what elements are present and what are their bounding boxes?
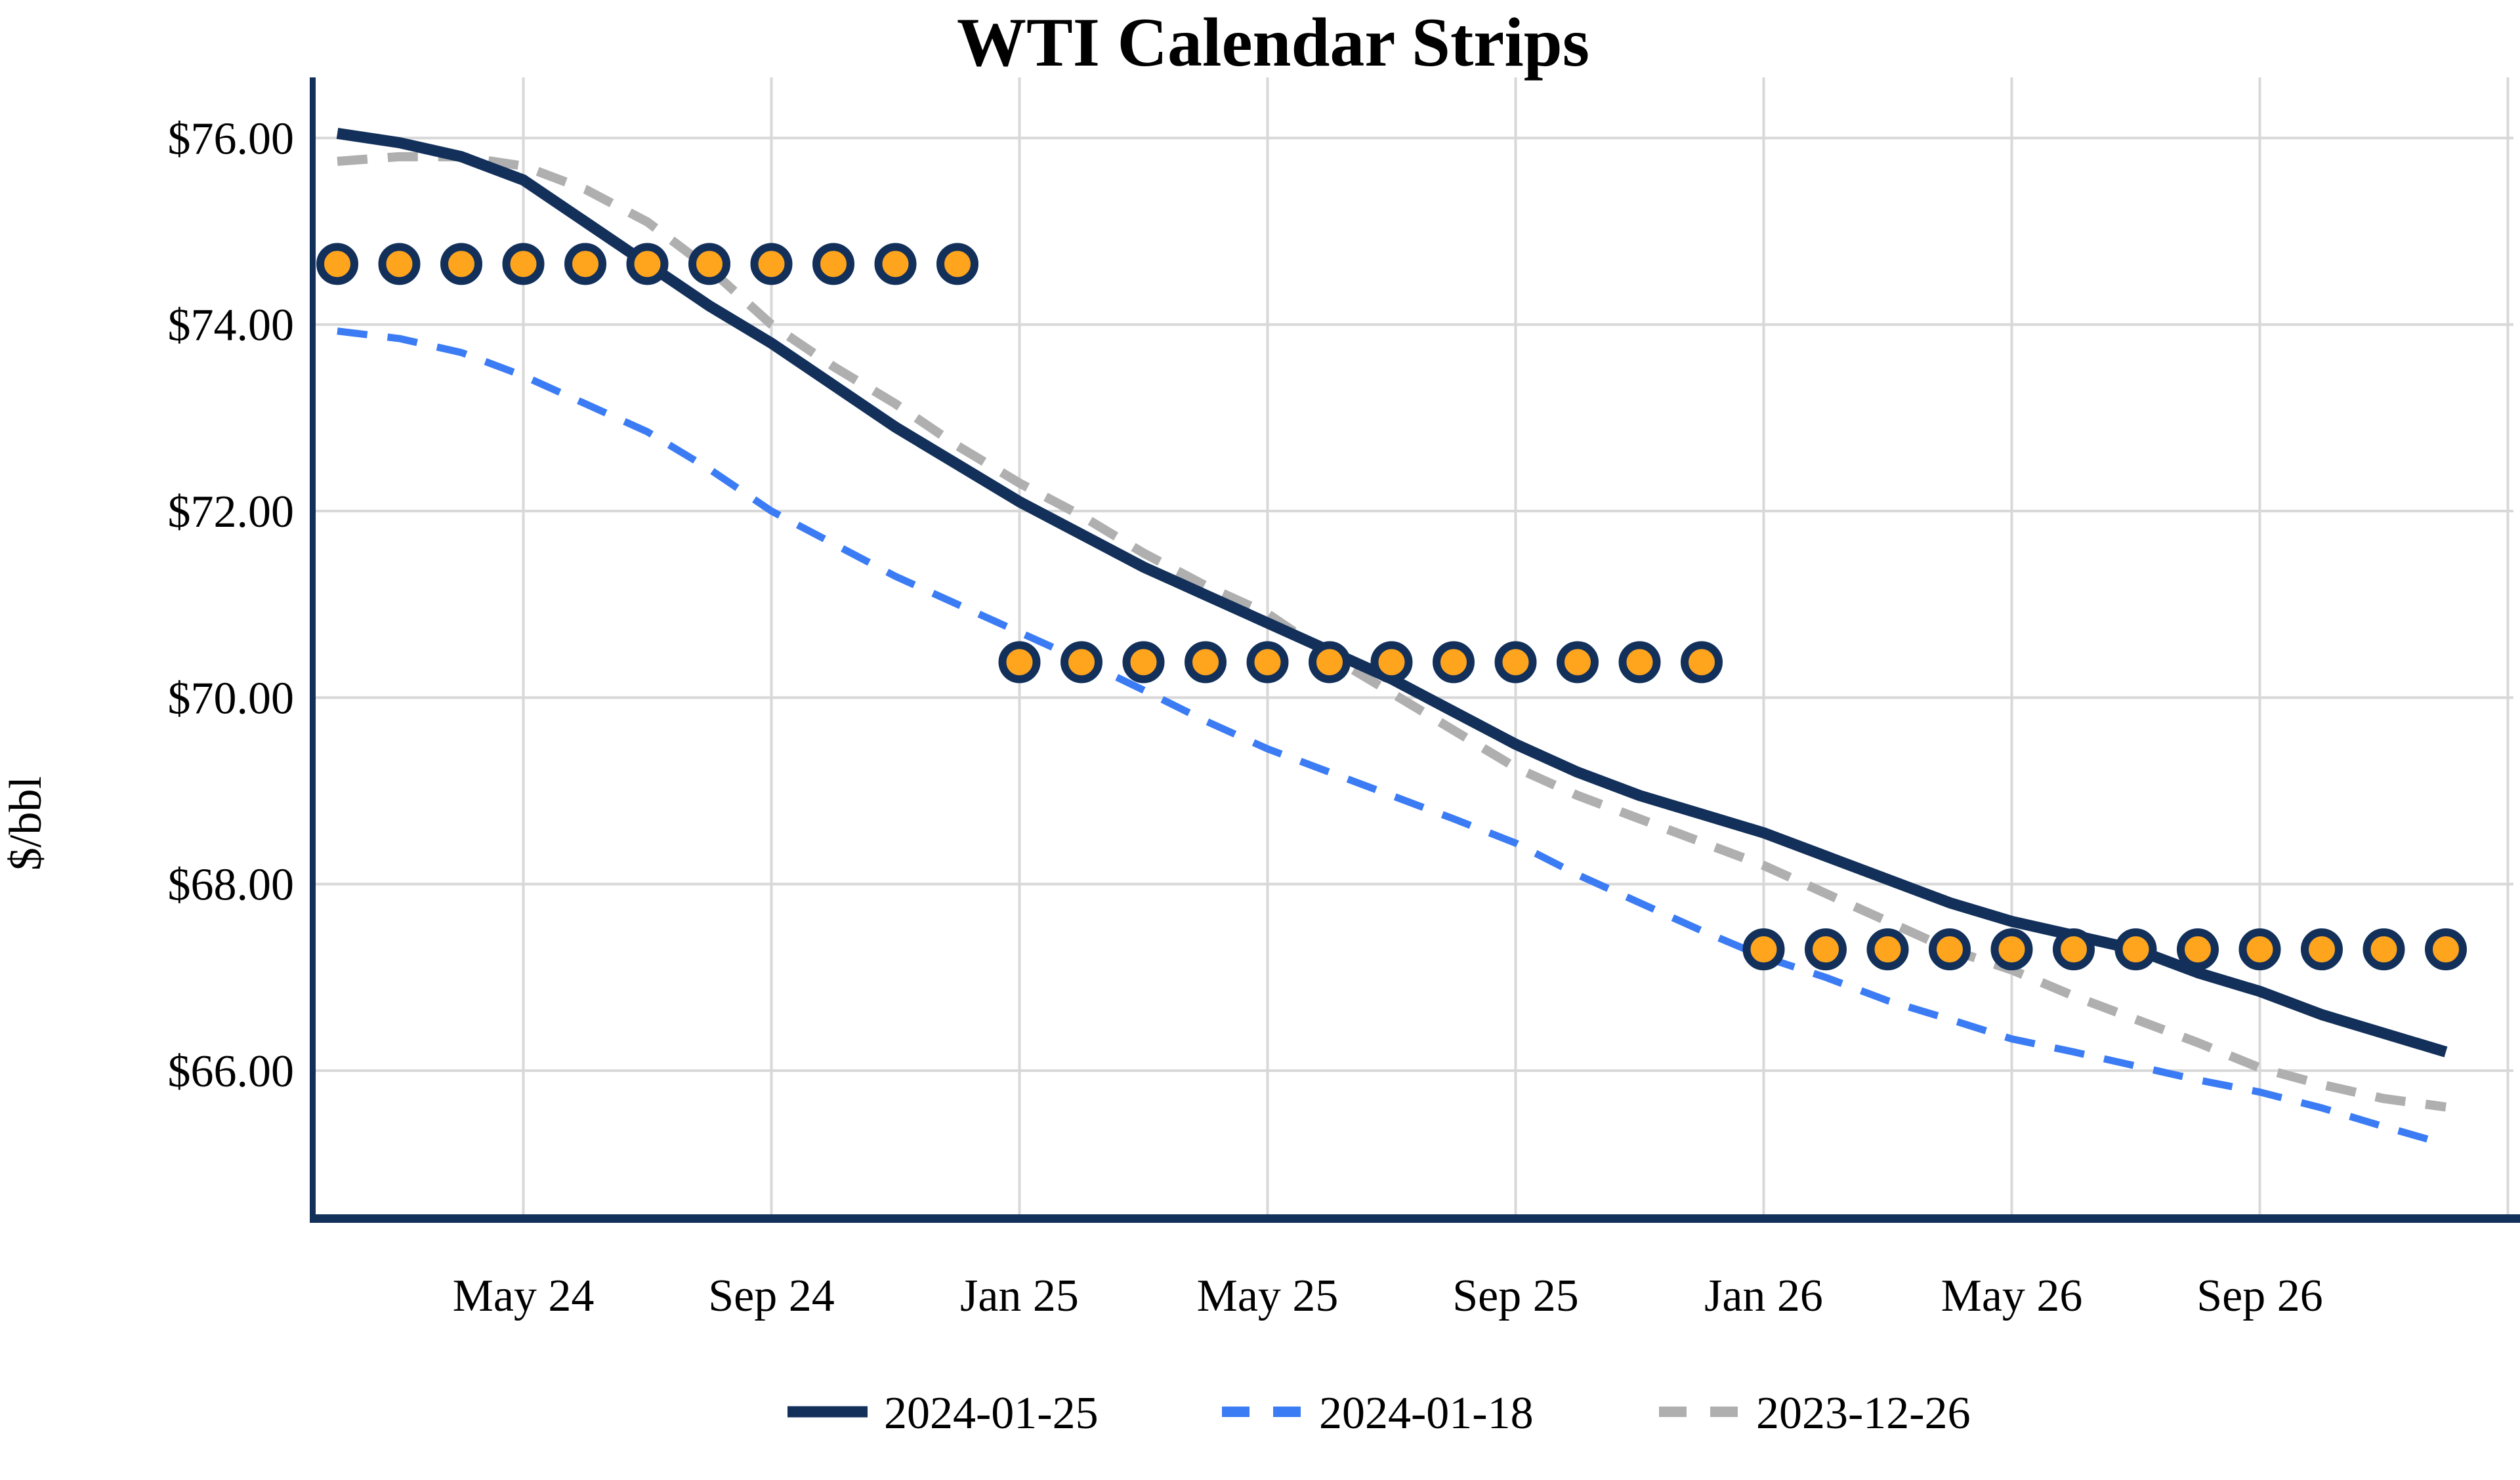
strip-marker-cal-2026	[1805, 928, 1847, 971]
legend-item-2024-01-25: 2024-01-25	[788, 1388, 1099, 1439]
y-axis-title: $/bbl	[1, 776, 51, 871]
strip-marker-cal-2024	[688, 243, 730, 285]
y-tick-label: $68.00	[168, 860, 295, 911]
y-tick-label: $74.00	[168, 300, 295, 351]
strip-marker-cal-2026	[2362, 928, 2405, 971]
strip-marker-cal-2026	[1990, 928, 2033, 971]
chart-title: WTI Calendar Strips	[957, 4, 1589, 81]
strip-marker-cal-2026	[1929, 928, 1971, 971]
strip-marker-cal-2025	[1246, 641, 1289, 684]
x-tick-label: May 26	[1941, 1271, 2083, 1321]
strip-marker-cal-2024	[936, 243, 978, 285]
x-tick-label: Sep 26	[2196, 1271, 2323, 1321]
x-tick-label: Jan 26	[1704, 1271, 1823, 1321]
legend-item-2024-01-18: 2024-01-18	[1222, 1388, 1534, 1439]
strip-marker-cal-2025	[1681, 641, 1723, 684]
strip-marker-cal-2024	[564, 243, 606, 285]
strip-marker-cal-2024	[750, 243, 793, 285]
legend-label: 2024-01-18	[1319, 1388, 1534, 1439]
legend-label: 2023-12-26	[1756, 1388, 1971, 1439]
strip-marker-cal-2026	[2177, 928, 2219, 971]
strip-marker-cal-2025	[998, 641, 1041, 684]
x-tick-label: May 24	[453, 1271, 595, 1321]
series-lines	[336, 127, 2448, 1148]
series-line-2024-01-18	[337, 327, 2447, 1148]
strip-marker-cal-2025	[1370, 641, 1413, 684]
x-tick-label: Sep 24	[708, 1271, 835, 1321]
axis-spines	[310, 77, 2520, 1223]
x-axis-line	[310, 1214, 2520, 1223]
strip-marker-cal-2025	[1122, 641, 1165, 684]
legend-label: 2024-01-25	[884, 1388, 1099, 1439]
x-tick-label: Sep 25	[1452, 1271, 1579, 1321]
strip-marker-cal-2024	[874, 243, 917, 285]
y-tick-label: $72.00	[168, 487, 295, 537]
strip-marker-cal-2026	[1742, 928, 1785, 971]
strip-marker-cal-2026	[2238, 928, 2281, 971]
strip-marker-cal-2025	[1618, 641, 1661, 684]
strip-marker-cal-2025	[1309, 641, 1351, 684]
y-tick-label: $66.00	[168, 1046, 295, 1097]
strip-marker-cal-2025	[1557, 641, 1599, 684]
strip-marker-cal-2024	[378, 243, 421, 285]
gridlines	[313, 77, 2513, 1216]
strip-markers	[316, 243, 2467, 971]
strip-marker-cal-2026	[2425, 928, 2467, 971]
y-axis-line	[310, 77, 316, 1219]
strip-marker-cal-2024	[812, 243, 854, 285]
x-tick-labels: May 24 Sep 24 Jan 25 May 25 Sep 25 Jan 26 May …	[453, 1271, 2323, 1321]
legend-item-2023-12-26: 2023-12-26	[1659, 1388, 1971, 1439]
strip-marker-cal-2026	[2301, 928, 2343, 971]
strip-marker-cal-2025	[1494, 641, 1537, 684]
legend: 2024-01-25 2024-01-18 2023-12-26	[788, 1388, 1971, 1439]
strip-marker-cal-2024	[316, 243, 358, 285]
strip-marker-cal-2026	[2114, 928, 2157, 971]
x-tick-label: Jan 25	[960, 1271, 1079, 1321]
strip-marker-cal-2024	[626, 243, 669, 285]
strip-marker-cal-2026	[2053, 928, 2095, 971]
strip-marker-cal-2025	[1433, 641, 1475, 684]
strip-marker-cal-2024	[502, 243, 545, 285]
strip-marker-cal-2026	[1866, 928, 1909, 971]
y-tick-label: $70.00	[168, 673, 295, 724]
y-tick-labels: $76.00 $74.00 $72.00 $70.00 $68.00 $66.00	[168, 113, 295, 1097]
x-tick-label: May 25	[1197, 1271, 1339, 1321]
y-tick-label: $76.00	[168, 113, 295, 164]
strip-marker-cal-2025	[1185, 641, 1227, 684]
strip-marker-cal-2024	[440, 243, 482, 285]
strip-marker-cal-2025	[1060, 641, 1102, 684]
series-line-2023-12-26	[337, 152, 2446, 1112]
